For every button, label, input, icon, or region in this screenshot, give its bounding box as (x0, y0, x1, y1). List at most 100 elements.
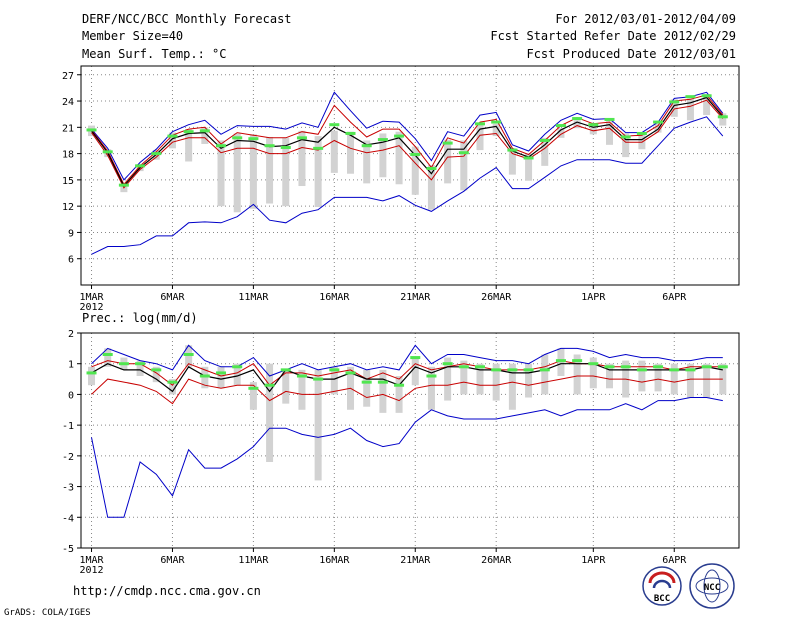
y-tick-label: 0 (68, 390, 74, 401)
spread-box (670, 99, 678, 117)
spread-box (525, 363, 533, 398)
spread-box (379, 369, 387, 413)
variable-label: Mean Surf. Temp.: °C (82, 47, 227, 61)
spread-box (201, 127, 209, 144)
spread-box (654, 363, 662, 392)
series-mean-line (91, 96, 724, 188)
x-tick-label: 6MAR (160, 555, 185, 566)
y-tick-label: -4 (62, 513, 74, 524)
x-tick-year-label: 2012 (79, 565, 103, 576)
spread-box (622, 133, 630, 158)
ncc-logo-text: NCC (704, 583, 720, 593)
x-tick-year-label: 2012 (79, 302, 103, 313)
series-max-line (91, 91, 724, 181)
spread-box (411, 146, 419, 195)
spread-box (670, 363, 678, 395)
spread-box (541, 137, 549, 166)
spread-box (347, 131, 355, 174)
y-tick-label: 1 (68, 360, 74, 371)
spread-box (589, 122, 597, 135)
x-tick-label: 11MAR (238, 555, 269, 566)
spread-box (606, 121, 614, 145)
member-size: Member Size=40 (82, 29, 183, 43)
spread-box (573, 354, 581, 395)
x-tick-label: 16MAR (319, 292, 350, 303)
chart-title: DERF/NCC/BCC Monthly Forecast (82, 12, 292, 26)
started-date: Fcst Started Refer Date 2012/02/29 (490, 29, 736, 43)
spread-box (444, 139, 452, 184)
y-tick-label: 27 (62, 71, 74, 82)
spread-box (589, 357, 597, 389)
y-tick-label: 21 (62, 123, 74, 134)
x-tick-label: 1MAR (79, 555, 104, 566)
panel-frame (80, 65, 740, 286)
y-tick-label: 18 (62, 150, 74, 161)
spread-box (266, 136, 274, 204)
series-lower-line (91, 99, 724, 189)
spread-box (427, 164, 435, 210)
spread-box (330, 366, 338, 395)
spread-box (88, 366, 96, 386)
spread-box (411, 357, 419, 386)
y-tick-label: 24 (62, 97, 74, 108)
spread-box (686, 363, 694, 398)
y-tick-label: -1 (62, 421, 74, 432)
x-tick-label: 6APR (662, 292, 687, 303)
x-tick-label: 16MAR (319, 555, 350, 566)
x-tick-label: 6APR (662, 555, 687, 566)
spread-box (395, 376, 403, 413)
spread-box (703, 94, 711, 116)
source-url: http://cmdp.ncc.cma.gov.cn (73, 584, 261, 598)
x-tick-label: 21MAR (400, 555, 431, 566)
y-tick-label: -2 (62, 452, 74, 463)
spread-box (492, 123, 500, 137)
panel-frame (80, 332, 740, 549)
y-tick-label: 6 (68, 255, 74, 266)
spread-box (136, 360, 144, 376)
y-tick-label: 9 (68, 228, 74, 239)
spread-box (379, 133, 387, 178)
spread-box (638, 360, 646, 392)
spread-box (201, 366, 209, 389)
series-upper-line (91, 94, 724, 186)
spread-box (573, 120, 581, 129)
bcc-logo-text: BCC (654, 594, 670, 604)
spread-box (282, 137, 290, 207)
spread-box (168, 132, 176, 149)
spread-box (104, 348, 112, 367)
series-mean-line (91, 363, 723, 393)
spread-box (266, 363, 274, 462)
spread-box (314, 136, 322, 208)
bcc-logo: BCC (642, 566, 682, 606)
spread-box (314, 369, 322, 481)
x-tick-label: 1APR (581, 292, 606, 303)
produced-date: Fcst Produced Date 2012/03/01 (526, 47, 736, 61)
spread-box (395, 131, 403, 185)
y-tick-label: 12 (62, 202, 74, 213)
x-tick-label: 26MAR (481, 555, 512, 566)
y-tick-label: -3 (62, 483, 74, 494)
spread-box (686, 98, 694, 121)
series-upper-line (91, 360, 723, 386)
spread-box (168, 379, 176, 395)
spread-box (719, 113, 727, 126)
spread-box (217, 140, 225, 207)
series-min-line (91, 116, 724, 255)
spread-box (638, 133, 646, 150)
x-tick-label: 1MAR (79, 292, 104, 303)
spread-box (185, 129, 193, 162)
spread-box (233, 133, 241, 213)
y-tick-label: 2 (68, 329, 74, 340)
spread-box (427, 366, 435, 410)
spread-box (541, 354, 549, 395)
spread-box (363, 369, 371, 407)
spread-box (249, 382, 257, 410)
y-tick-label: 15 (62, 176, 74, 187)
spread-box (476, 122, 484, 151)
forecast-period: For 2012/03/01-2012/04/09 (555, 12, 736, 26)
spread-box (298, 369, 306, 410)
series-max-line (91, 344, 723, 377)
